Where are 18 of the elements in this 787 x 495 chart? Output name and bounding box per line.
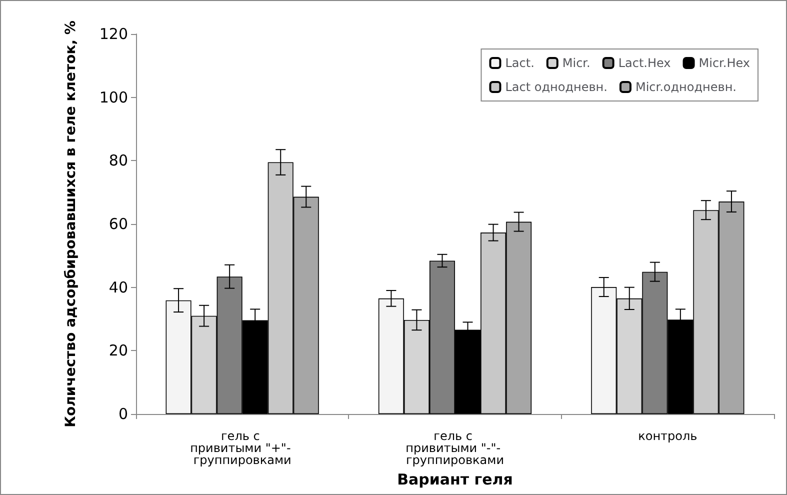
- y-axis-title: Количество адсорбировавшихся в геле клеток, %: [63, 20, 79, 428]
- x-tick-label: гель с привитыми "-"- группировками: [406, 429, 504, 467]
- legend-label: Micr.: [562, 56, 590, 70]
- legend-label: Lact однодневн.: [505, 80, 608, 94]
- legend-label: Lact.: [505, 56, 534, 70]
- y-tick-label: 120: [99, 25, 128, 43]
- y-tick-label: 40: [108, 278, 128, 296]
- x-axis-title: Вариант геля: [397, 470, 513, 488]
- y-tick-label: 60: [108, 215, 128, 233]
- legend-label: Micr.Hex: [698, 56, 750, 70]
- y-tick-label: 100: [99, 88, 128, 106]
- legend-label: Micr.однодневн.: [635, 80, 736, 94]
- y-tick-label: 20: [108, 342, 128, 360]
- legend-label: Lact.Hex: [618, 56, 671, 70]
- x-tick-label: контроль: [638, 429, 698, 443]
- y-tick-label: 80: [108, 152, 128, 170]
- x-tick-label: гель с привитыми "+"- группировками: [190, 429, 295, 467]
- y-tick-label: 0: [118, 405, 128, 423]
